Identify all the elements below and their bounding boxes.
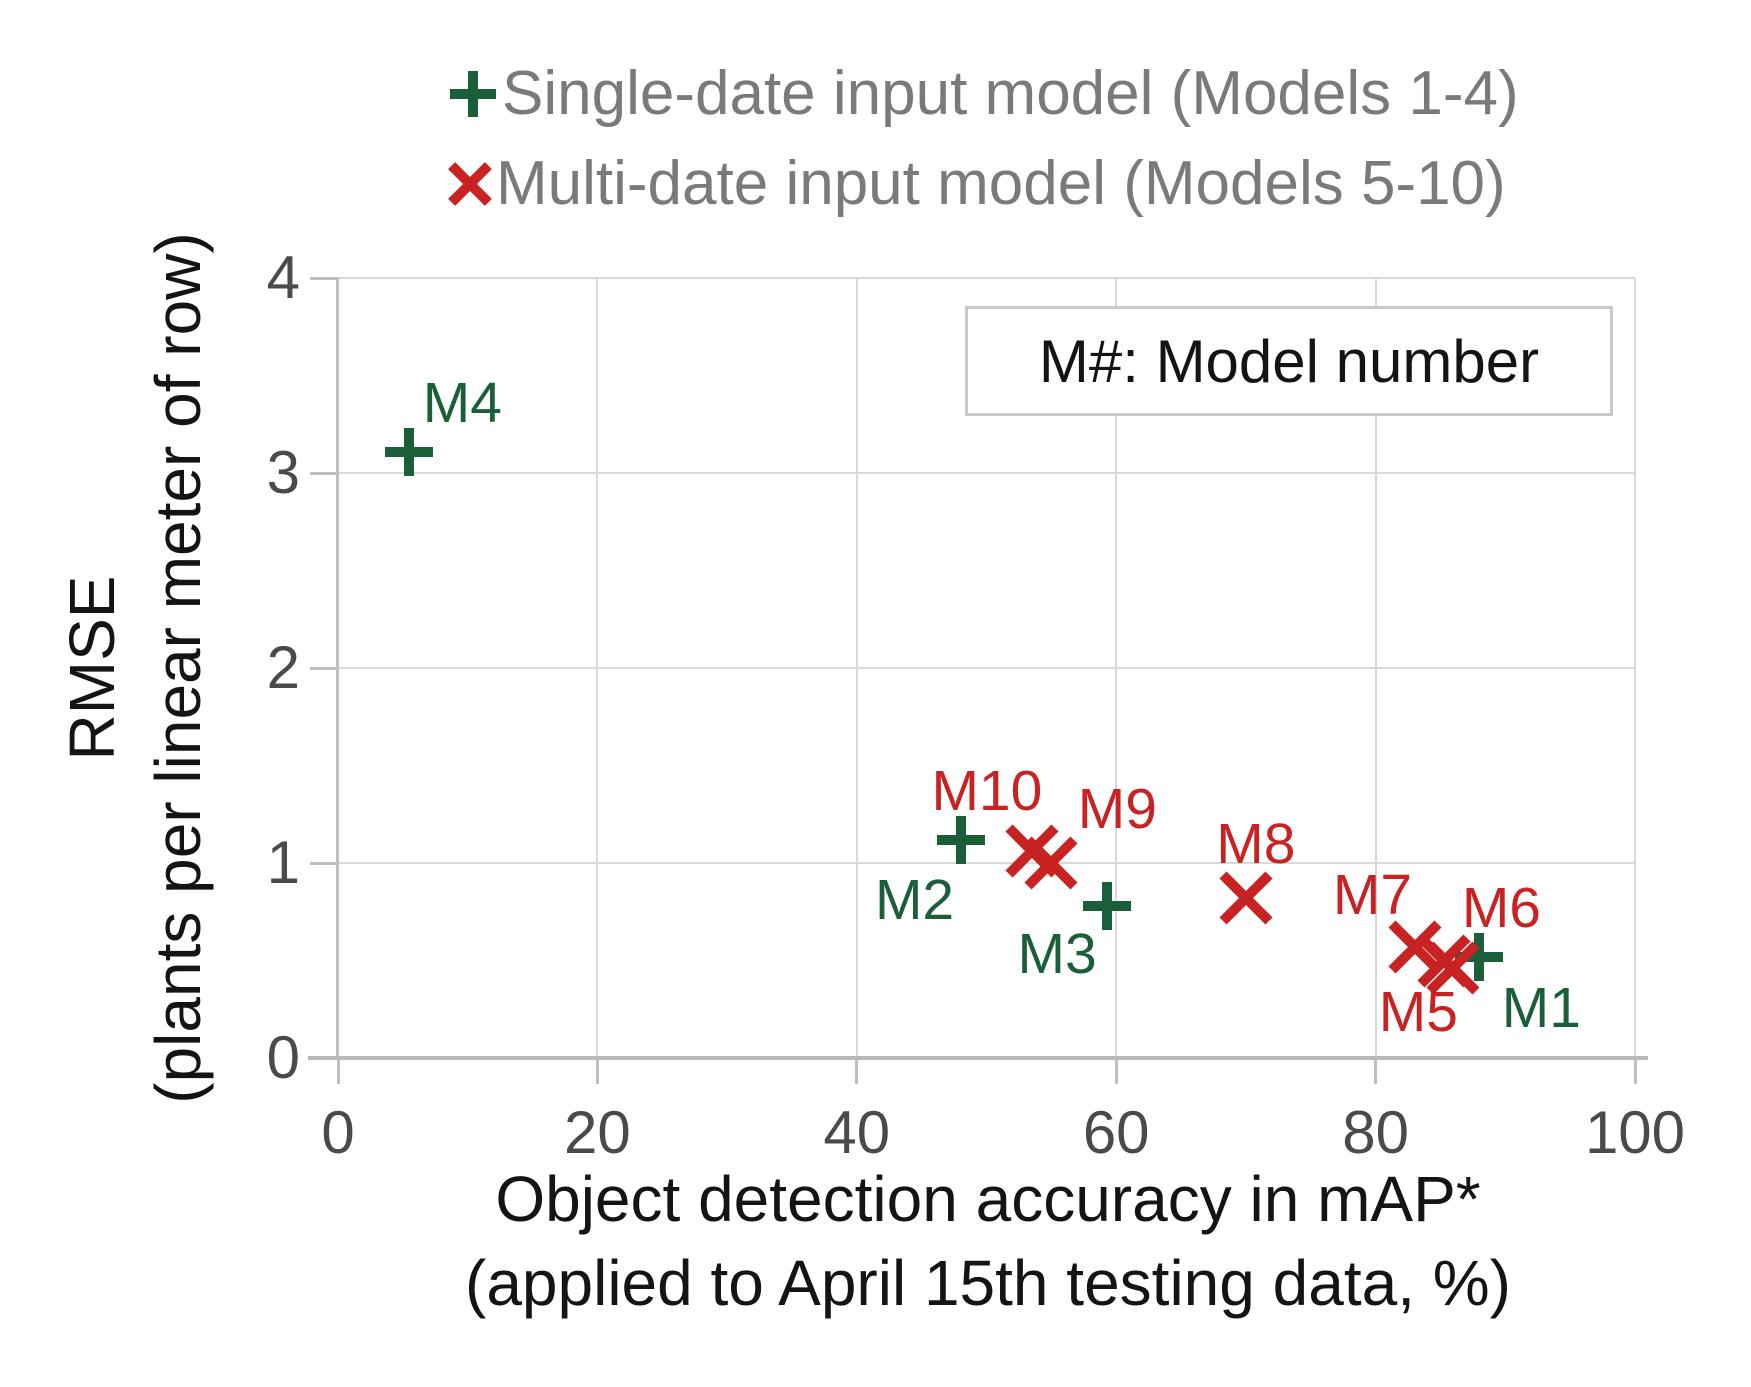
y-tick-label: 0 — [266, 1024, 300, 1091]
data-point-M4 — [385, 427, 434, 476]
data-point-M7 — [1390, 922, 1440, 972]
gridline-horizontal — [338, 472, 1635, 474]
x-tick-mark — [855, 1060, 859, 1084]
y-axis-title-line1: RMSE — [56, 575, 128, 761]
y-tick-mark — [310, 276, 338, 280]
y-axis-title: RMSE (plants per linear meter of row) — [49, 232, 221, 1103]
y-axis-title-line2: (plants per linear meter of row) — [142, 232, 214, 1104]
y-tick-mark — [310, 861, 338, 865]
legend-label: Multi-date input model (Models 5-10) — [496, 149, 1506, 218]
y-tick-mark — [310, 471, 338, 475]
y-tick-mark — [310, 666, 338, 670]
point-label-M4: M4 — [422, 370, 502, 435]
point-label-M9: M9 — [1077, 777, 1157, 841]
y-tick-label: 1 — [266, 829, 300, 896]
x-tick-label: 40 — [823, 1099, 891, 1166]
annotation-box: M#: Model number — [965, 306, 1613, 416]
y-tick-label: 2 — [266, 634, 300, 701]
annotation-text: M#: Model number — [1038, 327, 1540, 395]
point-label-M8: M8 — [1216, 812, 1296, 877]
x-tick-label: 20 — [564, 1099, 631, 1166]
gridline-horizontal — [338, 277, 1635, 279]
data-point-M2 — [936, 815, 985, 864]
cross-marker-icon — [450, 161, 490, 207]
x-tick-mark — [1114, 1060, 1118, 1084]
x-tick-label: 60 — [1082, 1099, 1150, 1166]
plus-marker-icon — [450, 70, 496, 117]
x-tick-mark — [1633, 1060, 1637, 1084]
point-label-M1: M1 — [1501, 975, 1581, 1040]
y-tick-label: 4 — [266, 244, 300, 311]
x-tick-mark — [595, 1060, 599, 1084]
point-label-M6: M6 — [1461, 876, 1541, 941]
x-axis-line — [308, 1056, 1648, 1060]
data-point-M10 — [1007, 826, 1057, 876]
gridline-vertical — [1634, 278, 1636, 1058]
x-tick-label: 0 — [321, 1099, 355, 1166]
gridline-horizontal — [338, 862, 1635, 864]
x-axis-title-line2: (applied to April 15th testing data, %) — [465, 1247, 1511, 1319]
y-axis-line — [336, 278, 339, 1058]
gridline-horizontal — [338, 667, 1635, 669]
x-tick-label: 100 — [1584, 1099, 1686, 1166]
legend-item-single-date: Single-date input model (Models 1-4) — [450, 58, 1519, 129]
x-tick-mark — [336, 1060, 340, 1084]
data-point-M8 — [1221, 873, 1271, 923]
data-point-M1 — [1455, 932, 1504, 981]
point-label-M2: M2 — [874, 867, 955, 932]
y-tick-label: 3 — [266, 439, 300, 506]
x-tick-mark — [1374, 1060, 1378, 1084]
x-axis-title-line1: Object detection accuracy in mAP* — [495, 1163, 1481, 1235]
data-point-M3 — [1083, 881, 1132, 930]
legend-label: Single-date input model (Models 1-4) — [502, 59, 1519, 128]
point-label-M10: M10 — [931, 759, 1043, 824]
point-label-M3: M3 — [1017, 921, 1097, 986]
x-tick-label: 80 — [1342, 1099, 1409, 1166]
legend-item-multi-date: Multi-date input model (Models 5-10) — [450, 148, 1506, 219]
point-label-M7: M7 — [1332, 862, 1413, 927]
